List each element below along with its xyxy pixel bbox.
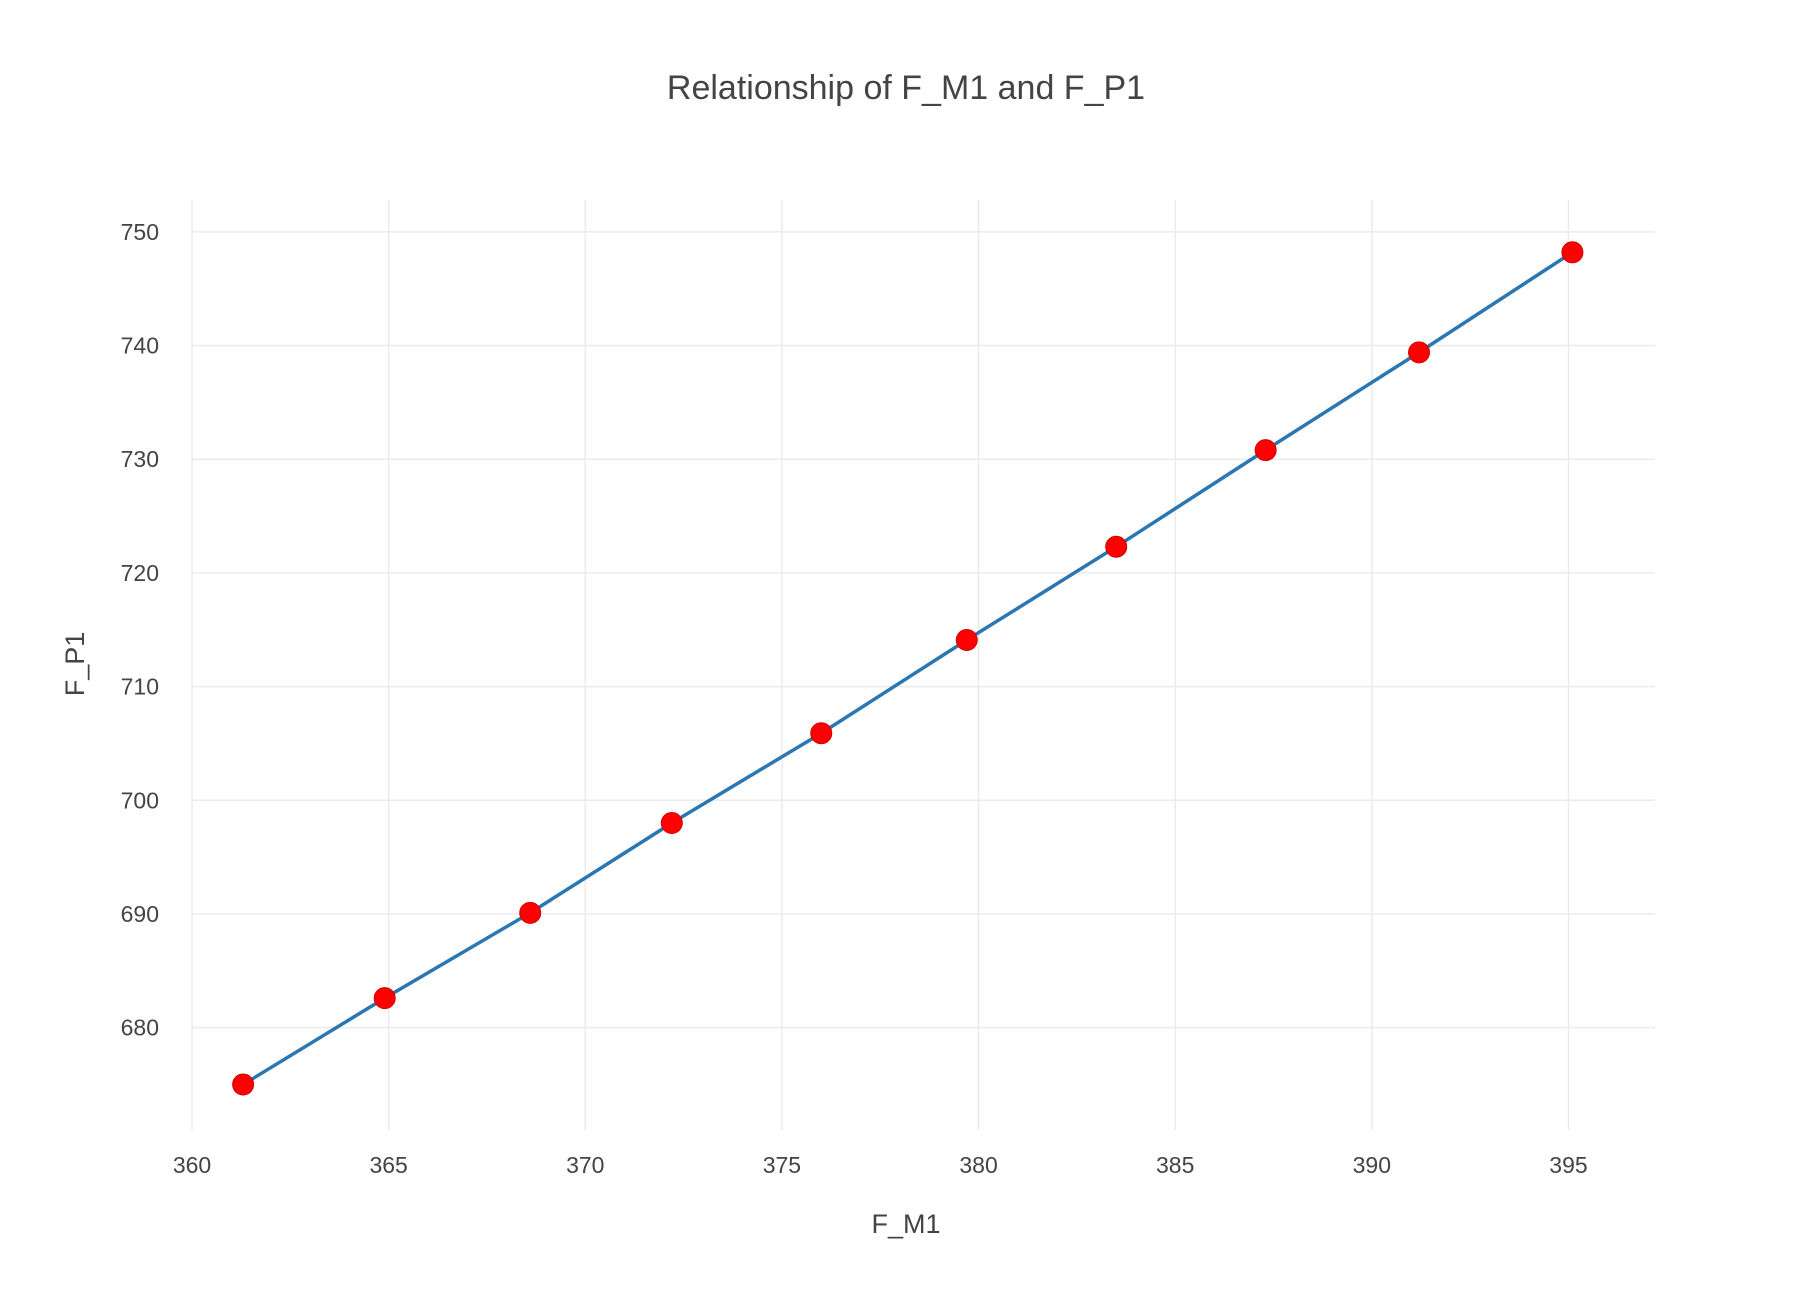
data-point bbox=[810, 722, 833, 745]
y-tick-label: 680 bbox=[121, 1015, 159, 1041]
series-line bbox=[242, 250, 1574, 1087]
x-tick-label: 360 bbox=[173, 1152, 211, 1178]
x-tick-label: 375 bbox=[763, 1152, 801, 1178]
x-tick-label: 390 bbox=[1353, 1152, 1391, 1178]
y-tick-label: 710 bbox=[121, 674, 159, 700]
x-axis-title: F_M1 bbox=[871, 1209, 940, 1239]
chart-title: Relationship of F_M1 and F_P1 bbox=[667, 69, 1145, 107]
x-tick-label: 380 bbox=[959, 1152, 997, 1178]
x-axis-ticks: 360 365 370 375 380 385 390 395 bbox=[173, 1152, 1588, 1178]
series-layer bbox=[232, 241, 1584, 1096]
x-tick-label: 370 bbox=[566, 1152, 604, 1178]
data-point bbox=[955, 628, 978, 651]
data-point bbox=[1105, 535, 1128, 558]
data-point bbox=[1254, 439, 1277, 462]
y-tick-label: 720 bbox=[121, 560, 159, 586]
y-axis-ticks: 680 690 700 710 720 730 740 750 bbox=[121, 219, 159, 1041]
y-tick-label: 690 bbox=[121, 901, 159, 927]
y-tick-label: 750 bbox=[121, 219, 159, 245]
data-point bbox=[1561, 241, 1584, 264]
x-tick-label: 385 bbox=[1156, 1152, 1194, 1178]
y-tick-label: 700 bbox=[121, 787, 159, 813]
data-point bbox=[373, 987, 396, 1010]
data-point bbox=[232, 1073, 255, 1096]
x-tick-label: 365 bbox=[369, 1152, 407, 1178]
x-tick-label: 395 bbox=[1549, 1152, 1587, 1178]
y-axis-title: F_P1 bbox=[60, 632, 90, 697]
y-tick-label: 730 bbox=[121, 446, 159, 472]
y-tick-label: 740 bbox=[121, 333, 159, 359]
gridlines bbox=[191, 200, 1655, 1130]
data-point bbox=[1408, 341, 1431, 364]
data-point bbox=[660, 812, 683, 835]
data-point bbox=[519, 901, 542, 924]
